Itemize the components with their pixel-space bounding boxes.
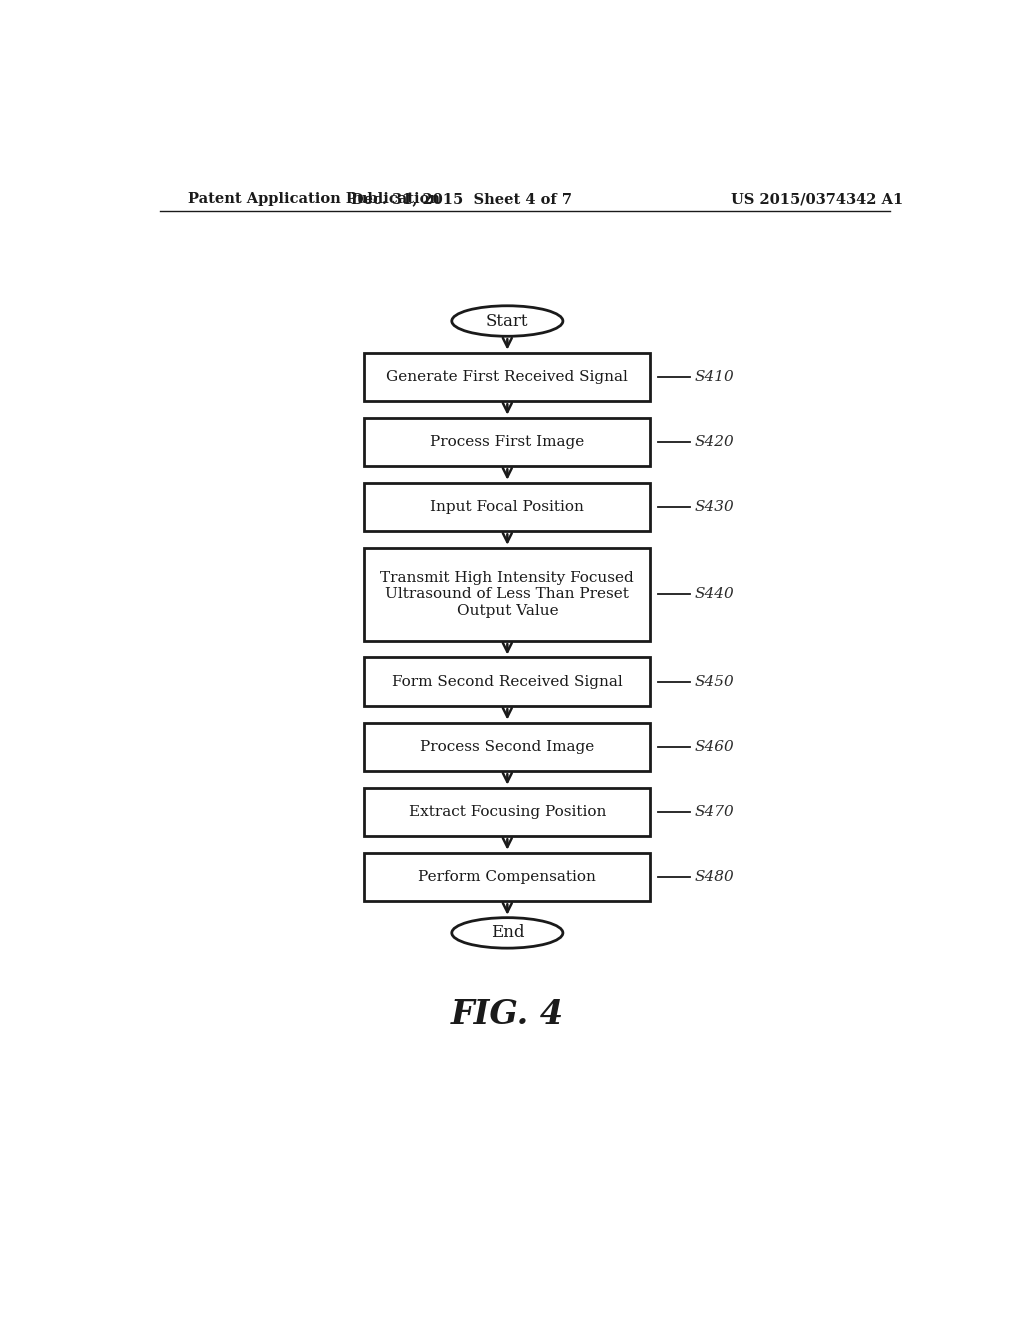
FancyBboxPatch shape [365,657,650,706]
Text: FIG. 4: FIG. 4 [451,998,564,1031]
Text: S450: S450 [694,675,734,689]
FancyBboxPatch shape [365,417,650,466]
FancyBboxPatch shape [365,788,650,837]
Text: Form Second Received Signal: Form Second Received Signal [392,675,623,689]
FancyBboxPatch shape [365,548,650,642]
Text: S430: S430 [694,500,734,513]
Text: S470: S470 [694,805,734,818]
Text: Transmit High Intensity Focused
Ultrasound of Less Than Preset
Output Value: Transmit High Intensity Focused Ultrasou… [381,572,634,618]
Text: End: End [490,924,524,941]
Text: S460: S460 [694,741,734,754]
Text: Process First Image: Process First Image [430,436,585,449]
Text: US 2015/0374342 A1: US 2015/0374342 A1 [731,191,903,206]
FancyBboxPatch shape [365,352,650,401]
Text: Dec. 31, 2015  Sheet 4 of 7: Dec. 31, 2015 Sheet 4 of 7 [351,191,571,206]
Text: Extract Focusing Position: Extract Focusing Position [409,805,606,818]
Ellipse shape [452,306,563,337]
Text: Patent Application Publication: Patent Application Publication [187,191,439,206]
Text: S440: S440 [694,587,734,602]
Text: Process Second Image: Process Second Image [420,741,595,754]
Text: Perform Compensation: Perform Compensation [419,870,596,884]
Text: S420: S420 [694,436,734,449]
FancyBboxPatch shape [365,483,650,532]
Ellipse shape [452,917,563,948]
Text: Generate First Received Signal: Generate First Received Signal [386,370,629,384]
Text: S480: S480 [694,870,734,884]
Text: S410: S410 [694,370,734,384]
FancyBboxPatch shape [365,853,650,902]
Text: Start: Start [486,313,528,330]
FancyBboxPatch shape [365,722,650,771]
Text: Input Focal Position: Input Focal Position [430,500,585,513]
